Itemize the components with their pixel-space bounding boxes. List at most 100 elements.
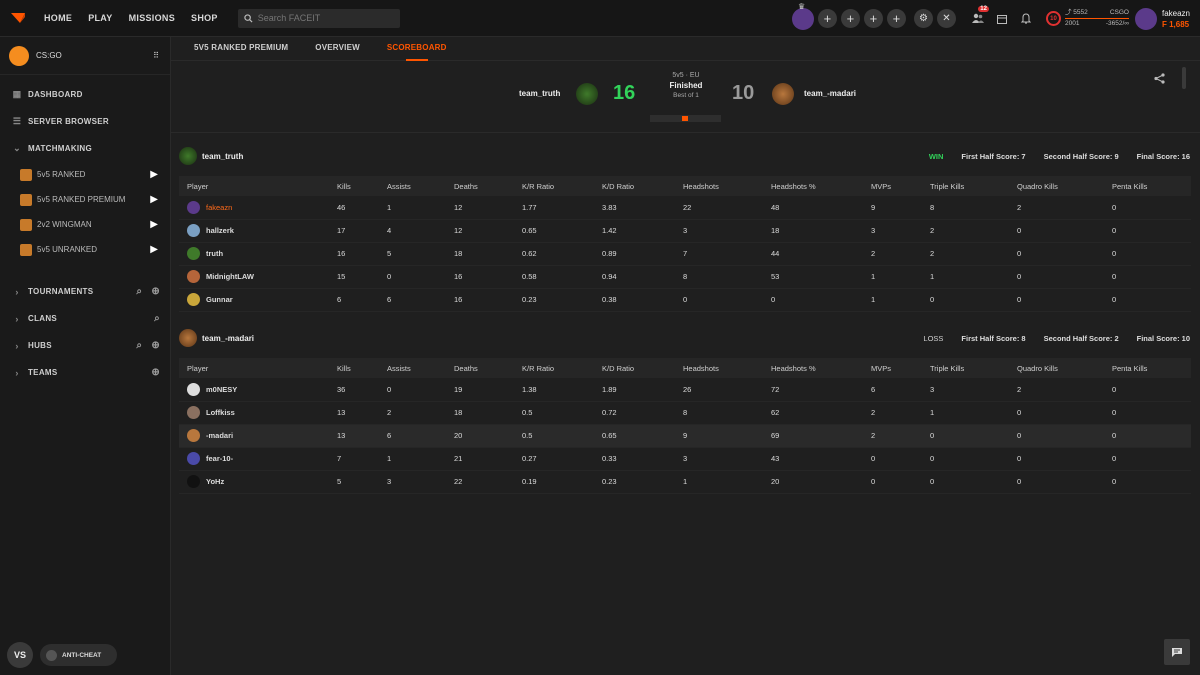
leave-party-button[interactable]: ✕	[936, 9, 956, 28]
search-box[interactable]	[237, 8, 400, 28]
team2-name[interactable]: team_-madari	[804, 89, 857, 98]
column-header[interactable]: Player	[187, 181, 209, 191]
sidebar-item-server-browser[interactable]: ☰ SERVER BROWSER	[0, 108, 170, 135]
player-avatar[interactable]	[187, 382, 200, 396]
nav-missions[interactable]: MISSIONS	[128, 13, 176, 23]
table-row[interactable]: MidnightLAW 15 0 16 0.58 0.94 8 53 1 1 0 0	[179, 265, 1191, 289]
player-avatar[interactable]	[187, 475, 200, 488]
player-name[interactable]: truth	[206, 249, 224, 258]
column-header[interactable]: K/D Ratio	[602, 181, 635, 191]
invite-slot-button[interactable]: +	[840, 9, 860, 28]
play-icon[interactable]: ▶	[150, 169, 158, 180]
column-header[interactable]: Quadro Kills	[1017, 181, 1058, 191]
player-name[interactable]: fear-10-	[206, 454, 234, 463]
vs-button[interactable]: VS	[7, 642, 33, 668]
search-icon[interactable]: ⌕	[154, 313, 160, 324]
player-name[interactable]: YoHz	[206, 477, 225, 486]
column-header[interactable]: Triple Kills	[930, 181, 965, 191]
play-icon[interactable]: ▶	[150, 194, 158, 205]
table-row[interactable]: -madari 13 6 20 0.5 0.65 9 69 2 0 0 0	[179, 424, 1191, 448]
column-header[interactable]: Headshots %	[771, 363, 816, 373]
anti-cheat-button[interactable]: ANTI-CHEAT	[40, 644, 117, 666]
tab-queue[interactable]: 5V5 RANKED PREMIUM	[194, 42, 289, 52]
team1-avatar[interactable]	[576, 83, 598, 105]
search-input[interactable]	[257, 13, 388, 23]
scrollbar[interactable]	[1182, 67, 1186, 89]
user-menu[interactable]: fakeazn F 1,685	[1162, 8, 1190, 30]
chat-button[interactable]	[1164, 639, 1190, 665]
table-row[interactable]: Gunnar 6 6 16 0.23 0.38 0 0 1 0 0 0	[179, 288, 1191, 312]
nav-play[interactable]: PLAY	[88, 13, 113, 23]
player-avatar[interactable]	[187, 224, 200, 237]
team-name[interactable]: team_truth	[202, 151, 244, 161]
share-icon[interactable]	[1154, 73, 1165, 87]
elo-widget[interactable]: 10 ⤴ 5552 CSGO 2001 -3652/∞	[1045, 8, 1135, 29]
add-icon[interactable]: ⊕	[151, 340, 160, 351]
nav-shop[interactable]: SHOP	[191, 13, 218, 23]
table-row[interactable]: truth 16 5 18 0.62 0.89 7 44 2 2 0 0	[179, 242, 1191, 266]
search-icon[interactable]: ⌕	[136, 340, 143, 351]
player-name[interactable]: m0NESY	[206, 384, 238, 394]
sidebar-item-dashboard[interactable]: ▦ DASHBOARD	[0, 81, 170, 108]
column-header[interactable]: Deaths	[454, 363, 478, 373]
queue-item[interactable]: 5v5 RANKED ▶	[0, 162, 170, 187]
player-avatar[interactable]	[187, 270, 200, 283]
column-header[interactable]: K/R Ratio	[522, 363, 555, 373]
column-header[interactable]: Player	[187, 363, 209, 373]
column-header[interactable]: Headshots	[683, 181, 719, 191]
sidebar-item-tournaments[interactable]: › TOURNAMENTS ⌕ ⊕	[0, 278, 170, 305]
column-header[interactable]: Kills	[337, 181, 351, 191]
player-avatar[interactable]	[187, 429, 200, 442]
faceit-logo-icon[interactable]	[0, 0, 36, 37]
player-avatar[interactable]	[187, 200, 200, 214]
player-name[interactable]: fakeazn	[206, 202, 233, 212]
queue-item[interactable]: 5v5 RANKED PREMIUM ▶	[0, 187, 170, 212]
player-avatar[interactable]	[187, 406, 200, 419]
player-name[interactable]: hallzerk	[206, 226, 234, 235]
column-header[interactable]: MVPs	[871, 363, 892, 373]
play-icon[interactable]: ▶	[150, 219, 158, 230]
add-icon[interactable]: ⊕	[151, 367, 160, 378]
sidebar-item-clans[interactable]: › CLANS ⌕	[0, 305, 170, 332]
table-row[interactable]: fear-10- 7 1 21 0.27 0.33 3 43 0 0 0 0	[179, 447, 1191, 471]
search-icon[interactable]: ⌕	[136, 286, 143, 297]
table-row[interactable]: fakeazn 46 1 12 1.77 3.83 22 48 9 8 2 0	[179, 196, 1191, 220]
party-settings-button[interactable]: ⚙	[913, 9, 933, 28]
invite-slot-button[interactable]: +	[863, 9, 883, 28]
queue-item[interactable]: 2v2 WINGMAN ▶	[0, 212, 170, 237]
team-avatar[interactable]	[179, 329, 197, 347]
friends-button[interactable]: 12	[966, 0, 990, 37]
column-header[interactable]: Headshots	[683, 363, 719, 373]
player-name[interactable]: MidnightLAW	[206, 272, 254, 281]
player-name[interactable]: Gunnar	[206, 295, 233, 304]
team-name[interactable]: team_-madari	[202, 333, 255, 343]
nav-home[interactable]: HOME	[44, 13, 73, 23]
sidebar-item-matchmaking[interactable]: ⌄ MATCHMAKING	[0, 135, 170, 162]
column-header[interactable]: Triple Kills	[930, 363, 965, 373]
player-avatar[interactable]	[187, 452, 200, 465]
column-header[interactable]: Penta Kills	[1112, 181, 1148, 191]
column-header[interactable]: Headshots %	[771, 181, 816, 191]
sidebar-item-hubs[interactable]: › HUBS ⌕ ⊕	[0, 332, 170, 359]
player-avatar[interactable]	[187, 247, 200, 260]
notifications-button[interactable]	[1014, 0, 1038, 37]
column-header[interactable]: Quadro Kills	[1017, 363, 1058, 373]
calendar-button[interactable]	[990, 0, 1014, 37]
player-name[interactable]: Loffkiss	[206, 408, 235, 417]
column-header[interactable]: K/D Ratio	[602, 363, 635, 373]
team1-name[interactable]: team_truth	[519, 89, 561, 98]
column-header[interactable]: Penta Kills	[1112, 363, 1148, 373]
team-avatar[interactable]	[179, 147, 197, 165]
table-row[interactable]: m0NESY 36 0 19 1.38 1.89 26 72 6 3 2 0	[179, 378, 1191, 402]
party-leader-avatar[interactable]: ♛	[791, 2, 814, 30]
invite-slot-button[interactable]: +	[817, 9, 837, 28]
player-name[interactable]: -madari	[206, 431, 234, 440]
table-row[interactable]: Loffkiss 13 2 18 0.5 0.72 8 62 2 1 0 0	[179, 401, 1191, 425]
tab-scoreboard[interactable]: SCOREBOARD	[387, 37, 447, 61]
column-header[interactable]: Assists	[387, 181, 411, 191]
team2-avatar[interactable]	[772, 83, 794, 105]
apps-grid-icon[interactable]: ⠿	[153, 51, 159, 60]
column-header[interactable]: MVPs	[871, 181, 892, 191]
invite-slot-button[interactable]: +	[886, 9, 906, 28]
table-row[interactable]: hallzerk 17 4 12 0.65 1.42 3 18 3 2 0 0	[179, 219, 1191, 243]
